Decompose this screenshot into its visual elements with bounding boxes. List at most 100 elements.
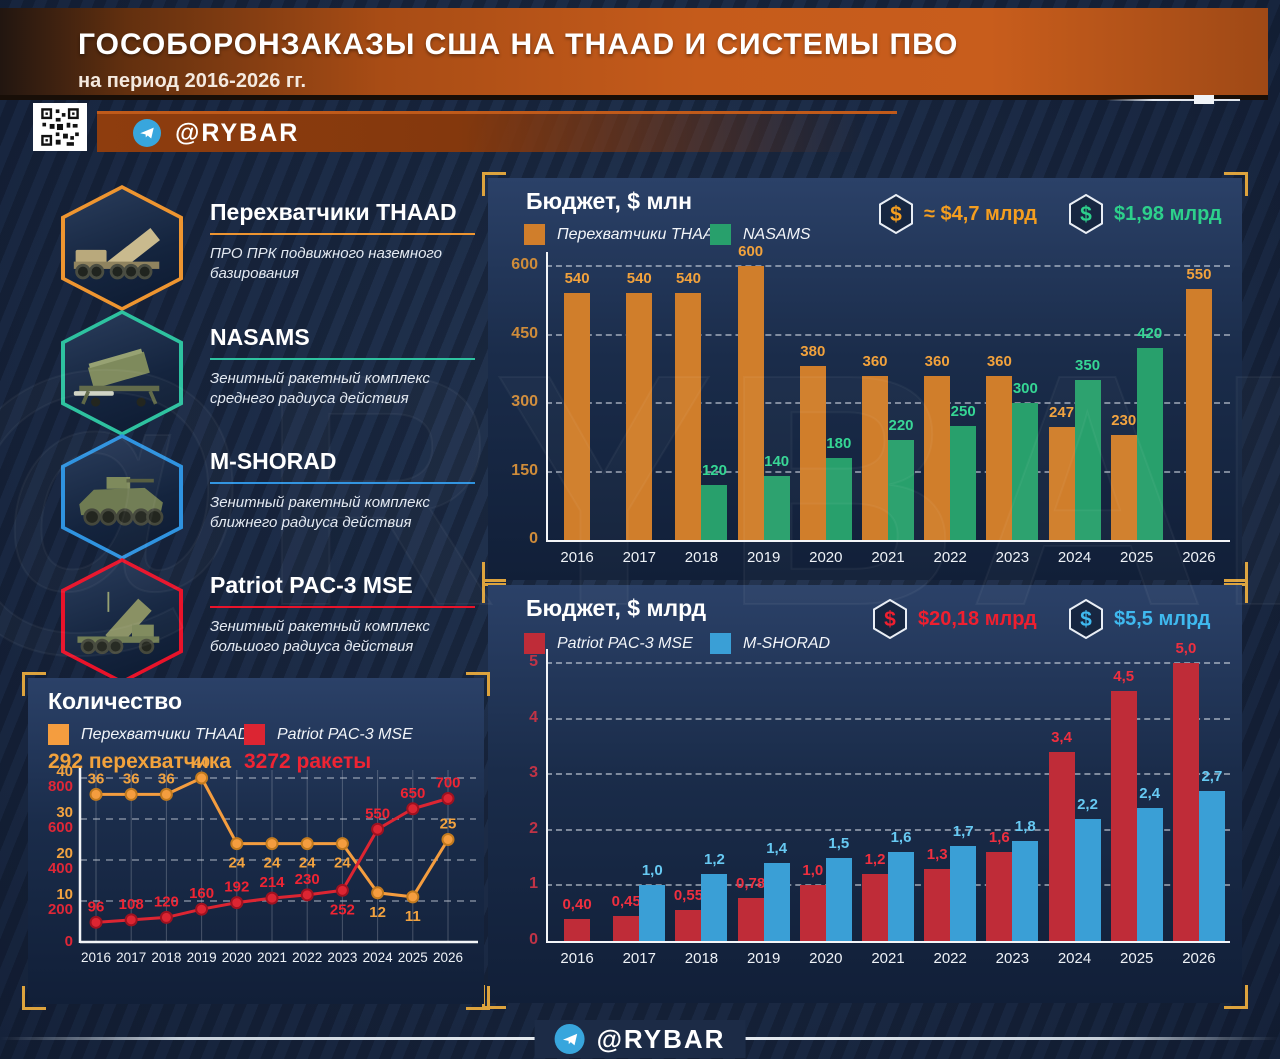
bar: [888, 852, 914, 941]
dollar-hex-icon: $: [879, 194, 913, 234]
svg-text:2020: 2020: [222, 950, 252, 965]
qr-code-image: [40, 107, 80, 147]
svg-text:600: 600: [48, 819, 73, 836]
year-label: 2018: [684, 549, 719, 566]
svg-text:2017: 2017: [116, 950, 146, 965]
legend-swatch: [524, 224, 545, 245]
bar-value: 220: [888, 416, 914, 434]
year-label: 2017: [622, 950, 656, 967]
system-underline: [210, 233, 475, 235]
svg-text:10: 10: [56, 886, 73, 903]
telegram-banner[interactable]: @RYBAR: [97, 111, 897, 152]
bar: [1172, 663, 1199, 941]
gridline: [546, 265, 1230, 267]
total-value: 292 перехватчика: [48, 750, 232, 773]
bar: [763, 476, 790, 540]
svg-text:2025: 2025: [398, 950, 428, 965]
bar: [1074, 380, 1101, 540]
bar-value: 1,6: [890, 829, 912, 847]
year-label: 2024: [1057, 549, 1092, 566]
svg-text:25: 25: [440, 816, 457, 833]
summary-badge: $ $1,98 млрд: [1068, 194, 1222, 234]
bar-value: 1,8: [1014, 817, 1036, 835]
y-tick-label: 0: [529, 931, 538, 948]
bar: [1012, 840, 1039, 941]
bar: [1198, 790, 1225, 941]
svg-text:36: 36: [88, 770, 105, 787]
footer-telegram-badge[interactable]: @RYBAR: [534, 1020, 746, 1058]
bar-value: 1,7: [952, 823, 974, 841]
bar-value: 1,2: [864, 851, 886, 869]
system-description: Зенитный ракетный комплекс ближнего ради…: [210, 494, 430, 532]
svg-text:252: 252: [330, 901, 355, 918]
badge-value: $5,5 млрд: [1114, 607, 1211, 630]
svg-text:0: 0: [65, 933, 73, 950]
svg-text:2019: 2019: [187, 950, 217, 965]
bar-value: 540: [675, 270, 701, 288]
svg-text:11: 11: [405, 908, 421, 925]
system-name: NASAMS: [210, 324, 310, 350]
svg-text:2022: 2022: [292, 950, 322, 965]
y-tick-label: 0: [529, 530, 538, 547]
bar: [862, 375, 888, 540]
bar-value: 250: [950, 402, 976, 420]
badge-value: ≈ $4,7 млрд: [924, 202, 1037, 225]
corner-bracket: [22, 986, 46, 1010]
y-tick-label: 300: [511, 393, 538, 410]
channel-handle: @RYBAR: [175, 118, 300, 147]
system-description: Зенитный ракетный комплекс большого ради…: [210, 618, 430, 656]
dollar-hex-icon: $: [1069, 194, 1103, 234]
gridline: [546, 828, 1230, 831]
svg-text:$: $: [1080, 608, 1092, 631]
legend-swatch: [710, 633, 731, 654]
patriot-hexagon-frame: [61, 558, 183, 684]
svg-text:40: 40: [193, 754, 210, 771]
summary-badge: $ $20,18 млрд: [872, 599, 1037, 639]
year-label: 2018: [684, 950, 719, 967]
svg-text:36: 36: [123, 770, 140, 787]
system-card-thaad: Перехватчики THAAD ПРО ПРК подвижного на…: [55, 185, 475, 315]
chart-title: Бюджет, $ млн: [526, 188, 692, 214]
bar-value: 2,7: [1201, 767, 1223, 785]
year-label: 2021: [871, 950, 905, 967]
year-label: 2016: [560, 549, 594, 566]
bar: [799, 366, 826, 540]
y-tick-label: 3: [529, 764, 538, 782]
y-tick-label: 5: [529, 653, 538, 670]
svg-text:$: $: [890, 203, 902, 226]
svg-text:650: 650: [400, 785, 425, 802]
legend-label: M-SHORAD: [743, 634, 831, 652]
bar: [1110, 690, 1137, 941]
system-card-nasams: NASAMS Зенитный ракетный комплекс средне…: [55, 310, 475, 440]
svg-text:200: 200: [48, 901, 73, 918]
system-name: M-SHORAD: [210, 448, 337, 474]
thaad-hexagon-frame: [61, 185, 183, 311]
y-axis: [546, 649, 548, 941]
y-tick-label: 1: [529, 875, 538, 893]
system-underline: [210, 482, 475, 484]
y-tick-label: 150: [511, 461, 538, 479]
bar-value: 4,5: [1113, 667, 1135, 685]
bar-value: 350: [1075, 357, 1101, 375]
bar: [924, 375, 951, 540]
svg-text:96: 96: [88, 898, 105, 915]
svg-text:24: 24: [264, 855, 281, 872]
bar: [1136, 807, 1163, 941]
corner-bracket: [466, 672, 490, 696]
corner-bracket: [482, 172, 506, 196]
svg-text:120: 120: [154, 893, 179, 910]
bar-value: 0,78: [736, 874, 766, 892]
year-label: 2020: [809, 950, 843, 967]
year-label: 2023: [995, 549, 1030, 566]
corner-bracket: [466, 986, 490, 1010]
corner-bracket: [482, 579, 506, 603]
system-description: Зенитный ракетный комплекс среднего ради…: [210, 370, 430, 408]
bar: [1136, 348, 1163, 540]
bar-value: 230: [1111, 411, 1137, 429]
legend-swatch: [710, 224, 731, 245]
svg-text:2018: 2018: [151, 950, 181, 965]
corner-bracket: [1224, 985, 1248, 1009]
legend-item: M-SHORAD: [710, 633, 830, 654]
nasams-image: [73, 348, 160, 407]
gridline: [546, 662, 1230, 664]
